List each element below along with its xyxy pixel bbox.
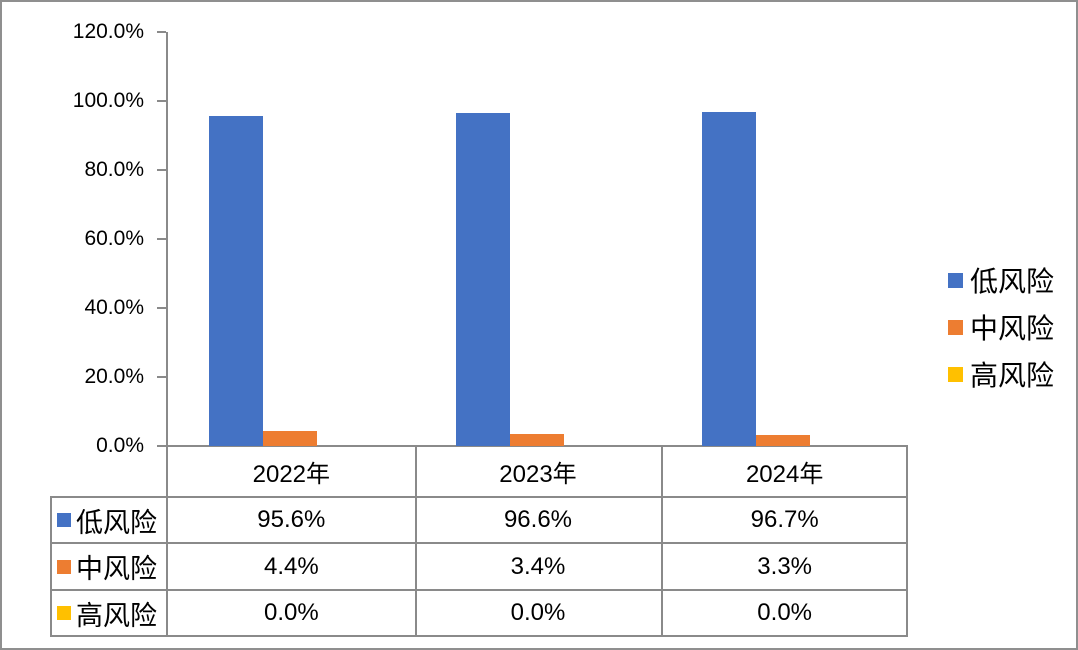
table-cell-low-risk-2024: 96.7% (750, 506, 819, 533)
table-cell-high-risk-2023: 0.0% (510, 599, 566, 626)
series-name: 高风险 (76, 600, 157, 631)
y-axis-tick (157, 307, 166, 309)
legend-swatch-icon-high-risk (948, 366, 963, 382)
table-cell-mid-risk-2024: 3.3% (757, 552, 812, 580)
legend-item-mid-risk: 中风险 (948, 312, 1054, 345)
series-name: 低风险 (76, 507, 157, 538)
series-name: 中风险 (76, 554, 157, 584)
table-h-line (50, 496, 908, 498)
legend-item-high-risk: 高风险 (948, 359, 1054, 392)
table-header-2024: 2024年 (745, 461, 824, 488)
table-v-line (50, 497, 52, 636)
table-h-line (50, 635, 908, 637)
y-axis-label: 60.0% (84, 227, 144, 250)
bar-mid-risk-2024 (756, 434, 811, 446)
y-axis-line (166, 32, 168, 636)
legend-label: 低风险 (970, 267, 1055, 298)
y-axis-tick (157, 169, 166, 171)
y-axis-tick (157, 238, 166, 240)
y-axis-tick (157, 376, 166, 378)
y-axis-label: 80.0% (84, 158, 144, 181)
legend-swatch-icon-low-risk (948, 272, 963, 288)
table-header-2023: 2023年 (499, 461, 577, 488)
bar-mid-risk-2022 (263, 430, 317, 446)
y-axis-tick (157, 100, 166, 102)
table-row-label-mid-risk: 中风险 (57, 543, 166, 590)
legend-item-low-risk: 低风险 (948, 265, 1054, 298)
bar-low-risk-2022 (209, 116, 263, 446)
y-axis-label: 20.0% (84, 365, 144, 388)
table-cell-low-risk-2023: 96.6% (503, 506, 573, 533)
table-h-line (50, 589, 908, 591)
legend-swatch-icon-mid-risk (948, 319, 963, 335)
y-axis-tick (157, 31, 166, 33)
table-h-line (50, 542, 908, 544)
y-axis-label: 40.0% (84, 296, 144, 319)
table-cell-low-risk-2022: 95.6% (257, 506, 326, 533)
table-cell-mid-risk-2023: 3.4% (510, 552, 566, 580)
table-header-2022: 2022年 (252, 461, 331, 488)
x-axis-line (157, 445, 908, 447)
table-cell-high-risk-2024: 0.0% (757, 599, 812, 626)
table-v-line (414, 446, 417, 636)
table-row-label-low-risk: 低风险 (57, 497, 166, 543)
table-v-line (906, 446, 908, 636)
series-key-icon-high-risk (57, 606, 71, 620)
bar-low-risk-2024 (702, 112, 757, 446)
table-v-line (661, 446, 664, 636)
table-cell-mid-risk-2022: 4.4% (263, 552, 319, 580)
y-axis-label: 100.0% (72, 89, 144, 112)
y-axis-label: 0.0% (96, 434, 144, 457)
series-key-icon-mid-risk (57, 559, 71, 574)
bar-low-risk-2023 (455, 112, 510, 446)
table-row-label-high-risk: 高风险 (57, 590, 166, 636)
y-axis-label: 120.0% (72, 20, 144, 43)
series-key-icon-low-risk (57, 513, 71, 527)
legend-label: 中风险 (970, 314, 1055, 345)
legend-label: 高风险 (970, 361, 1055, 392)
bar-mid-risk-2023 (509, 434, 564, 446)
table-cell-high-risk-2022: 0.0% (263, 599, 319, 626)
